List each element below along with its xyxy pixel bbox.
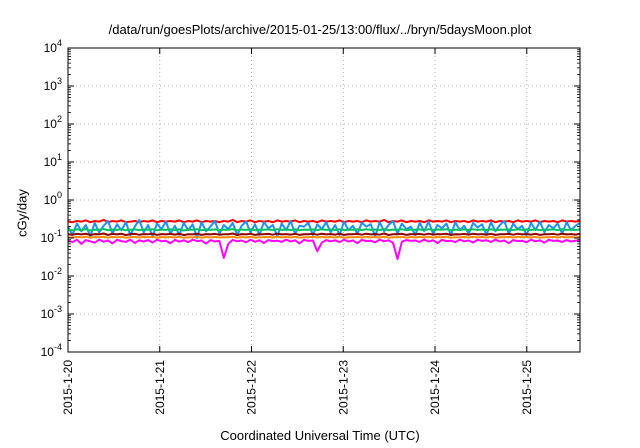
x-tick-label: 2015-1-25	[520, 360, 534, 415]
series-line-6	[67, 238, 581, 260]
series-line-1	[67, 218, 581, 224]
y-tick-label: 102	[44, 114, 62, 131]
y-tick-label-base: 10	[44, 117, 58, 131]
chart-title: /data/run/goesPlots/archive/2015-01-25/1…	[108, 22, 532, 37]
y-tick-label: 104	[44, 38, 62, 55]
x-tick-label: 2015-1-23	[336, 360, 350, 415]
x-tick-label: 2015-1-22	[245, 360, 259, 415]
y-tick-label-exponent: 2	[57, 114, 62, 124]
y-tick-label-base: 10	[44, 155, 58, 169]
x-tick-label: 2015-1-24	[428, 360, 442, 415]
y-tick-label-exponent: -4	[54, 342, 62, 352]
y-tick-label: 10-2	[41, 266, 62, 283]
y-tick-label-exponent: 1	[57, 152, 62, 162]
y-tick-label-base: 10	[41, 307, 55, 321]
x-axis-label: Coordinated Universal Time (UTC)	[220, 428, 420, 443]
plot-frame	[67, 47, 581, 353]
y-tick-label-exponent: -3	[54, 304, 62, 314]
y-tick-label: 10-4	[41, 342, 62, 359]
y-tick-label-exponent: 0	[57, 190, 62, 200]
y-tick-label-base: 10	[41, 269, 55, 283]
axes	[67, 47, 581, 353]
x-tick-label: 2015-1-20	[61, 360, 75, 415]
y-tick-label-exponent: 3	[57, 76, 62, 86]
x-tick-label: 2015-1-21	[153, 360, 167, 415]
y-tick-label: 10-3	[41, 304, 62, 321]
y-tick-label: 101	[44, 152, 62, 169]
series-lines	[67, 218, 581, 260]
y-tick-label-base: 10	[41, 231, 55, 245]
y-tick-label-base: 10	[44, 193, 58, 207]
grid	[68, 48, 580, 352]
x-tick-labels: 2015-1-20 2015-1-21 2015-1-22 2015-1-23 2015…	[61, 360, 534, 415]
y-tick-label: 103	[44, 76, 62, 93]
series-line-5	[67, 235, 581, 239]
y-tick-label-exponent: -2	[54, 266, 62, 276]
y-tick-label-exponent: 4	[57, 38, 62, 48]
series-line-4	[67, 232, 581, 237]
y-tick-label: 100	[44, 190, 62, 207]
y-tick-label: 10-1	[41, 228, 62, 245]
y-tick-label-base: 10	[44, 79, 58, 93]
y-tick-label-base: 10	[44, 41, 58, 55]
series-line-3	[67, 228, 581, 232]
y-tick-label-base: 10	[41, 345, 55, 359]
y-tick-label-exponent: -1	[54, 228, 62, 238]
